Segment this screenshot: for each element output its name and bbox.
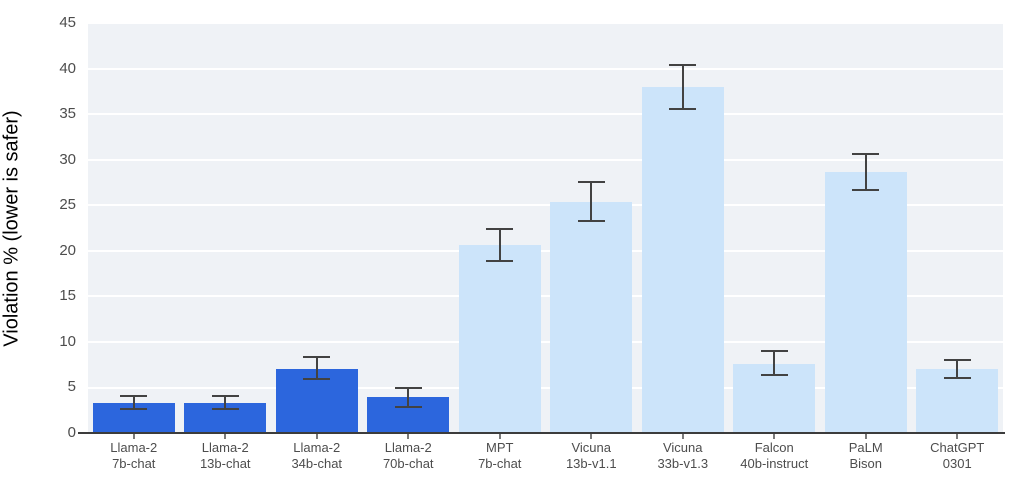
x-tick-llama-2-34b-chat [315,434,318,439]
x-tick-mpt-7b-chat [498,434,501,439]
x-tick-falcon-40b-instruct [773,434,776,439]
bar-vicuna-33b-v1-3 [641,87,724,433]
error-bar-llama-2-70b-chat [407,388,410,407]
error-bar-cap-low-llama-2-70b-chat [394,405,422,408]
error-bar-llama-2-13b-chat [224,395,227,410]
bar-slot-falcon-40b-instruct [729,22,821,433]
y-tick-label-45: 45 [59,14,76,32]
bar-slot-llama-2-70b-chat [363,22,455,433]
bar-chatgpt-0301 [916,369,999,433]
error-bar-cap-high-llama-2-7b-chat [120,394,148,397]
y-tick-label-20: 20 [59,241,76,259]
bar-slot-mpt-7b-chat [454,22,546,433]
x-tick-llama-2-70b-chat [407,434,410,439]
x-tick-label-llama-2-70b-chat: Llama-2 70b-chat [382,440,434,471]
error-bar-cap-high-llama-2-13b-chat [211,394,239,397]
y-tick-label-10: 10 [59,332,76,350]
x-tick-label-llama-2-7b-chat: Llama-2 7b-chat [110,440,158,471]
error-bar-cap-high-palm-bison [852,152,880,155]
gridline-y-10 [88,340,1003,343]
error-bar-llama-2-34b-chat [315,357,318,380]
y-tick-label-15: 15 [59,287,76,305]
error-bar-vicuna-33b-v1-3 [681,65,684,109]
gridline-y-5 [88,386,1003,389]
bar-vicuna-13b-v1-1 [550,201,633,433]
error-bar-cap-low-llama-2-7b-chat [120,408,148,411]
error-bar-cap-high-llama-2-70b-chat [394,387,422,390]
gridline-y-40 [88,67,1003,70]
error-bar-mpt-7b-chat [498,229,501,261]
error-bar-cap-low-palm-bison [852,188,880,191]
gridline-y-45 [88,22,1003,25]
error-bar-cap-low-vicuna-33b-v1-3 [669,107,697,110]
x-tick-label-llama-2-34b-chat: Llama-2 34b-chat [291,440,343,471]
x-axis-line [78,432,1005,434]
x-tick-llama-2-7b-chat [132,434,135,439]
bar-slot-palm-bison [820,22,912,433]
y-tick-label-25: 25 [59,196,76,214]
bar-slot-chatgpt-0301 [912,22,1004,433]
x-tick-label-mpt-7b-chat: MPT 7b-chat [478,440,522,471]
x-tick-label-vicuna-13b-v1-1: Vicuna 13b-v1.1 [565,440,617,471]
error-bar-cap-high-vicuna-13b-v1-1 [577,180,605,183]
x-tick-label-palm-bison: PaLM Bison [848,440,883,471]
y-tick-label-30: 30 [59,150,76,168]
x-tick-vicuna-13b-v1-1 [590,434,593,439]
bar-slot-llama-2-34b-chat [271,22,363,433]
error-bar-cap-high-falcon-40b-instruct [760,350,788,353]
error-bar-cap-low-llama-2-34b-chat [303,378,331,381]
error-bar-cap-low-llama-2-13b-chat [211,408,239,411]
error-bar-cap-high-llama-2-34b-chat [303,356,331,359]
error-bar-cap-low-falcon-40b-instruct [760,373,788,376]
error-bar-cap-low-vicuna-13b-v1-1 [577,219,605,222]
y-tick-label-35: 35 [59,105,76,123]
x-tick-palm-bison [864,434,867,439]
x-tick-chatgpt-0301 [956,434,959,439]
gridline-y-20 [88,249,1003,252]
x-tick-label-vicuna-33b-v1-3: Vicuna 33b-v1.3 [657,440,709,471]
error-bar-vicuna-13b-v1-1 [590,181,593,221]
gridline-y-30 [88,158,1003,161]
error-bar-palm-bison [864,153,867,190]
x-tick-vicuna-33b-v1-3 [681,434,684,439]
bar-slot-llama-2-13b-chat [180,22,272,433]
x-tick-label-llama-2-13b-chat: Llama-2 13b-chat [199,440,251,471]
x-tick-label-falcon-40b-instruct: Falcon 40b-instruct [740,440,809,471]
error-bar-falcon-40b-instruct [773,351,776,375]
error-bar-llama-2-7b-chat [132,395,135,410]
gridline-y-35 [88,113,1003,116]
y-tick-label-5: 5 [67,378,76,396]
bar-palm-bison [824,171,907,433]
error-bar-cap-high-vicuna-33b-v1-3 [669,64,697,67]
bar-slot-vicuna-13b-v1-1 [546,22,638,433]
y-tick-label-0: 0 [67,424,76,441]
bar-mpt-7b-chat [458,245,541,433]
y-tick-label-40: 40 [59,59,76,77]
x-tick-label-chatgpt-0301: ChatGPT 0301 [930,440,985,471]
error-bar-cap-high-chatgpt-0301 [943,359,971,362]
error-bar-cap-low-chatgpt-0301 [943,377,971,380]
x-tick-llama-2-13b-chat [224,434,227,439]
error-bar-cap-low-mpt-7b-chat [486,259,514,262]
gridline-y-25 [88,204,1003,207]
gridline-y-15 [88,295,1003,298]
error-bar-cap-high-mpt-7b-chat [486,228,514,231]
error-bar-chatgpt-0301 [956,360,959,379]
bar-slot-llama-2-7b-chat [88,22,180,433]
plot-area [88,22,1003,433]
bar-slot-vicuna-33b-v1-3 [637,22,729,433]
